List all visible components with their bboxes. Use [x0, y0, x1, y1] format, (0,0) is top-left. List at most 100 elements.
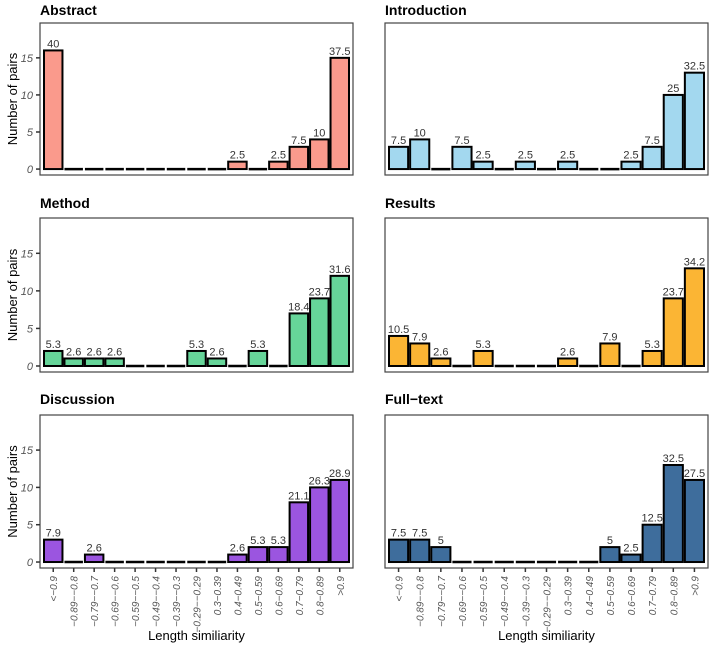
data-label: 12.5	[641, 513, 662, 525]
bar	[683, 267, 705, 367]
data-label: 23.7	[309, 286, 330, 298]
data-label: 10	[414, 127, 426, 139]
bar	[599, 342, 621, 367]
data-label: 2.5	[271, 150, 286, 162]
x-tick-label: 0.8−0.89	[669, 576, 680, 616]
y-axis-label: Number of pairs	[5, 248, 20, 341]
x-tick-label: 0.5−0.59	[254, 576, 265, 616]
y-tick-label: 10	[21, 286, 34, 298]
bar	[620, 160, 642, 171]
x-tick-label: 0.6−0.69	[627, 576, 638, 616]
bar	[472, 349, 494, 367]
x-tick-label: −0.29−−0.29	[193, 576, 204, 633]
bar	[288, 145, 310, 171]
data-label: 27.5	[684, 468, 705, 480]
x-tick-label: −0.69−−0.6	[458, 576, 469, 627]
data-label: 5.3	[475, 339, 490, 351]
bar	[472, 160, 494, 171]
data-label: 7.5	[454, 135, 469, 147]
bar	[227, 160, 248, 171]
data-label: 2.6	[209, 346, 224, 358]
data-label: 2.5	[623, 543, 638, 555]
bar	[309, 486, 330, 564]
x-tick-label: 0.4−0.49	[585, 576, 596, 616]
data-label: 28.9	[329, 468, 350, 480]
bar	[329, 56, 350, 171]
bar	[409, 538, 431, 564]
y-tick-label: 10	[21, 90, 34, 102]
y-tick-label: 15	[21, 53, 34, 65]
bar	[329, 478, 350, 564]
bar	[662, 93, 684, 171]
y-tick-label: 0	[27, 361, 34, 373]
data-label: 7.5	[291, 135, 306, 147]
x-tick-label: −0.69−−0.6	[111, 576, 122, 627]
bar	[409, 342, 431, 367]
data-label: 5.3	[250, 535, 265, 547]
bar	[309, 138, 330, 171]
data-label: 25	[667, 83, 679, 95]
bar	[641, 349, 663, 367]
data-label: 2.6	[87, 543, 102, 555]
data-label: 34.2	[684, 256, 705, 268]
data-label: 32.5	[663, 453, 684, 465]
data-label: 40	[47, 38, 59, 50]
x-tick-label: 0.3−0.39	[213, 576, 224, 616]
bar	[557, 357, 579, 367]
data-label: 7.9	[46, 528, 61, 540]
bar	[388, 334, 410, 367]
y-tick-label: 15	[21, 248, 34, 260]
bar	[43, 349, 64, 367]
bar	[43, 49, 64, 171]
y-tick-label: 10	[21, 482, 34, 494]
x-tick-label: >0.9	[690, 576, 701, 596]
bar	[683, 71, 705, 171]
bar	[430, 546, 452, 564]
bar	[641, 523, 663, 564]
bar	[620, 553, 642, 564]
data-label: 5	[607, 535, 613, 547]
data-label: 5.3	[645, 339, 660, 351]
data-label: 7.9	[602, 331, 617, 343]
bar	[288, 312, 310, 367]
y-axis-label: Number of pairs	[5, 52, 20, 145]
bar	[388, 538, 410, 564]
y-tick-label: 5	[27, 520, 34, 532]
data-label: 7.5	[412, 528, 427, 540]
bar	[662, 297, 684, 367]
bar	[104, 357, 125, 367]
y-tick-label: 15	[21, 445, 34, 457]
x-tick-label: −0.49−−0.4	[500, 576, 511, 627]
data-label: 7.9	[412, 331, 427, 343]
bar	[83, 553, 105, 564]
data-label: 2.6	[87, 346, 102, 358]
x-tick-label: 0.7−0.79	[648, 576, 659, 616]
bar	[514, 160, 536, 171]
x-tick-label: 0.3−0.39	[564, 576, 575, 616]
x-tick-label: 0.4−0.49	[233, 576, 244, 616]
bar	[409, 138, 431, 171]
bar	[63, 357, 84, 367]
data-label: 5.3	[189, 339, 204, 351]
bar	[83, 357, 105, 367]
y-tick-label: 5	[27, 127, 34, 139]
x-tick-label: −0.29−−0.29	[543, 576, 554, 633]
x-tick-label: −0.39−−0.3	[521, 576, 532, 627]
x-tick-label: 0.6−0.69	[274, 576, 285, 616]
bar	[557, 160, 579, 171]
x-tick-label: −0.79−−0.7	[437, 576, 448, 627]
data-label: 18.4	[288, 301, 309, 313]
data-label: 7.5	[645, 135, 660, 147]
panel-frame	[384, 217, 709, 373]
data-label: 2.6	[66, 346, 81, 358]
data-label: 2.6	[107, 346, 122, 358]
panel-title: Full−text	[385, 391, 443, 407]
data-label: 2.5	[623, 150, 638, 162]
x-tick-label: −0.79−−0.7	[90, 576, 101, 627]
data-label: 2.5	[518, 150, 533, 162]
data-label: 31.6	[329, 264, 350, 276]
bar	[599, 546, 621, 564]
x-tick-label: −0.59−−0.5	[479, 576, 490, 627]
x-tick-label: −0.39−−0.3	[172, 576, 183, 627]
